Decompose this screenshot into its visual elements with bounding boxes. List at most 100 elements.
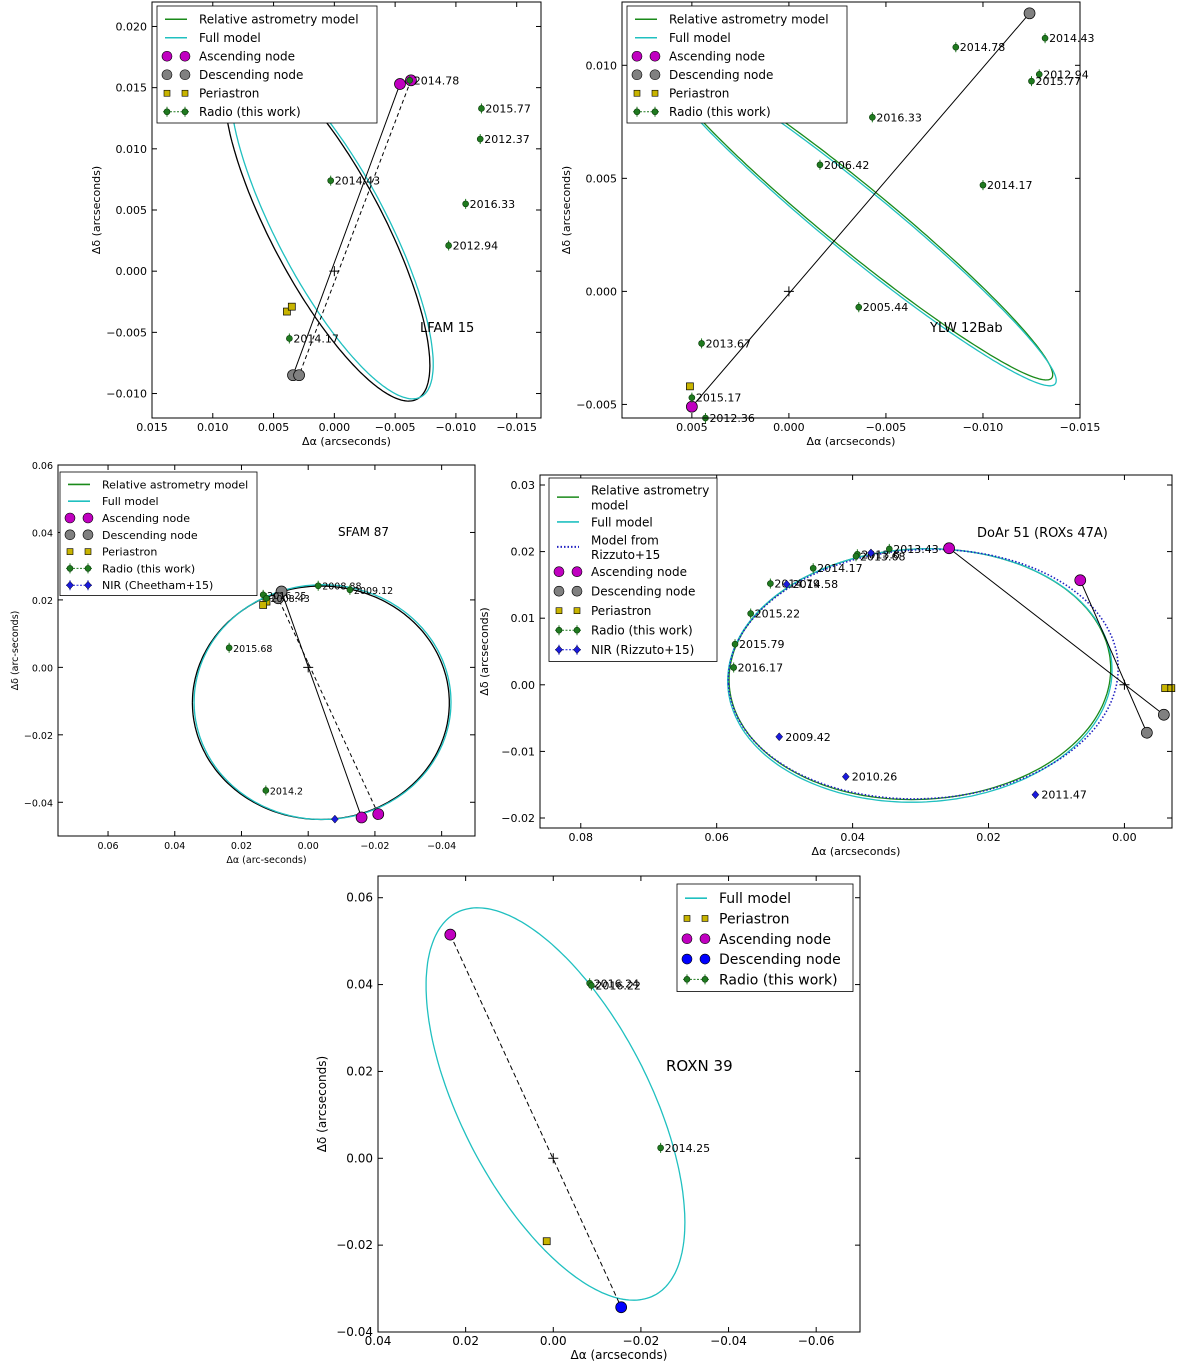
radio-epoch-label: 2014.78: [960, 41, 1006, 54]
legend-label: NIR (Rizzuto+15): [591, 643, 694, 657]
legend-label: Ascending node: [591, 565, 687, 579]
line-of-nodes-1: [691, 12, 1030, 408]
y-tick-label: 0.005: [586, 172, 618, 185]
y-tick-label: 0.005: [116, 204, 148, 217]
legend-label: Rizzuto+15: [591, 548, 660, 562]
y-tick-label: 0.04: [346, 978, 373, 992]
ascending-node-marker: [372, 808, 385, 820]
legend-marker: [163, 89, 171, 97]
radio-point: [1028, 77, 1035, 85]
legend-label: Periastron: [102, 546, 157, 559]
legend-marker: [633, 108, 641, 116]
y-tick-label: 0.015: [116, 82, 148, 95]
nir-point: [867, 548, 875, 558]
orbit-3: [727, 548, 1120, 800]
radio-point: [462, 200, 469, 208]
legend-label: Radio (this work): [669, 105, 771, 119]
x-tick-label: −0.005: [866, 421, 907, 434]
orbit-2: [193, 584, 452, 821]
legend-marker: [82, 529, 94, 541]
y-axis-label: Δδ (arcseconds): [90, 166, 103, 254]
legend-marker: [633, 89, 641, 97]
legend-label: Relative astrometry model: [199, 13, 359, 27]
nir-epoch-label: 2010.26: [852, 771, 898, 784]
y-tick-label: 0.000: [586, 285, 618, 298]
radio-epoch-label: 2016.33: [876, 111, 922, 124]
x-tick-label: 0.00: [298, 841, 319, 852]
periastron-marker: [259, 601, 268, 609]
legend-marker: [699, 933, 711, 945]
y-tick-label: 0.02: [346, 1064, 373, 1078]
legend-label: Descending node: [719, 952, 841, 968]
radio-point: [885, 545, 893, 553]
y-tick-label: 0.04: [32, 528, 53, 539]
x-tick-label: 0.02: [231, 841, 252, 852]
legend-marker: [651, 89, 659, 97]
y-tick-label: 0.010: [116, 143, 148, 156]
x-tick-label: 0.00: [540, 1334, 567, 1348]
radio-point: [869, 114, 876, 121]
descending-node-marker: [1157, 708, 1170, 721]
legend-marker: [64, 529, 76, 541]
x-tick-label: 0.000: [773, 421, 805, 434]
legend-label: Relative astrometry model: [669, 13, 829, 27]
legend-label: Model from: [591, 533, 659, 547]
radio-point: [698, 340, 705, 347]
radio-point: [327, 177, 334, 184]
legend-label: Full model: [102, 495, 159, 508]
radio-point: [476, 135, 484, 143]
legend-marker: [163, 108, 171, 116]
radio-epoch-label: 2013.67: [706, 337, 752, 350]
axes-frame: [377, 875, 861, 1333]
legend-marker: [631, 50, 643, 62]
y-axis-label: Δδ (arcseconds): [478, 607, 491, 695]
legend-label: Periastron: [199, 87, 259, 101]
y-tick-label: −0.04: [336, 1325, 373, 1339]
y-tick-label: 0.02: [32, 596, 53, 607]
radio-point: [657, 1144, 664, 1152]
x-tick-label: −0.015: [1060, 421, 1101, 434]
x-axis-label: Δα (arcseconds): [571, 1348, 668, 1362]
radio-point: [688, 394, 696, 401]
legend-label: model: [591, 498, 628, 512]
legend-label: Descending node: [102, 529, 198, 542]
legend-marker: [179, 50, 191, 62]
radio-point: [262, 787, 270, 794]
x-tick-label: 0.04: [365, 1334, 392, 1348]
legend-label: Periastron: [591, 604, 651, 618]
legend-marker: [555, 607, 563, 615]
x-tick-label: 0.015: [136, 421, 168, 434]
radio-point: [478, 105, 485, 112]
x-tick-label: −0.005: [375, 421, 416, 434]
legend-label: Radio (this work): [591, 624, 693, 638]
line-of-nodes-1: [281, 591, 363, 818]
x-tick-label: −0.04: [427, 841, 456, 852]
radio-epoch-label: 2016.22: [595, 979, 641, 992]
legend-marker: [571, 566, 583, 578]
line-of-nodes-2: [1079, 580, 1148, 733]
legend-marker: [555, 645, 563, 655]
descending-node-marker: [293, 369, 305, 382]
y-tick-label: −0.005: [106, 326, 147, 339]
legend-label: Descending node: [669, 68, 773, 82]
panel-4: 2013.62013.432013.682014.172014.792015.2…: [478, 474, 1176, 858]
legend-marker: [631, 69, 643, 81]
legend-marker: [555, 626, 563, 634]
legend-marker: [681, 933, 693, 945]
primary-star-marker: [548, 1153, 559, 1164]
radio-epoch-label: 2005.44: [863, 301, 909, 314]
radio-point: [979, 181, 987, 189]
radio-epoch-label: 2016.33: [470, 198, 515, 211]
y-tick-label: −0.02: [24, 731, 53, 742]
axes-frame: [57, 464, 476, 837]
radio-epoch-label: 2013.68: [860, 550, 906, 563]
x-axis-label: Δα (arc-seconds): [226, 855, 306, 866]
radio-epoch-label: 2006.42: [824, 159, 870, 172]
legend-marker: [84, 548, 92, 555]
radio-epoch-label: 2013.43: [893, 543, 939, 556]
legend-marker: [179, 69, 191, 81]
radio-epoch-label: 2014.17: [817, 562, 863, 575]
legend-box: [156, 5, 378, 124]
